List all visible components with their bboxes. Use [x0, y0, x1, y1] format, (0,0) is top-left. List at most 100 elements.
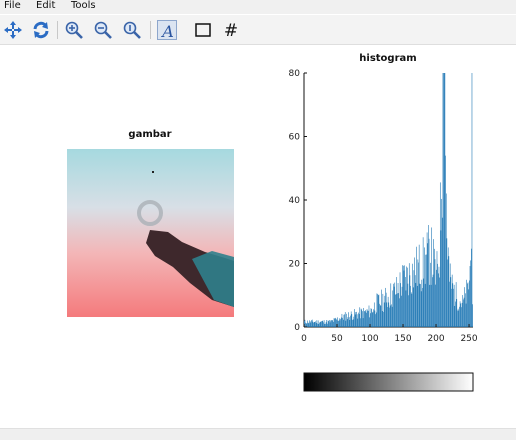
- histogram-bar: [418, 262, 419, 327]
- histogram-bar: [472, 304, 473, 327]
- histogram-bar: [324, 323, 326, 327]
- histogram-bar: [307, 323, 309, 327]
- histogram-bar: [315, 321, 316, 327]
- histogram-bar: [405, 277, 406, 327]
- image-ring: [137, 200, 163, 226]
- histogram-bar: [392, 290, 394, 327]
- pan-button[interactable]: [3, 20, 23, 40]
- histogram-bar: [439, 182, 441, 327]
- histogram-bar: [376, 293, 378, 327]
- menu-file[interactable]: File: [4, 0, 21, 11]
- pan-icon: [4, 21, 22, 39]
- zoom-reset-icon: [123, 21, 141, 39]
- histogram-bar: [323, 322, 324, 327]
- histogram-bar: [358, 314, 360, 327]
- histogram-bar: [304, 319, 306, 327]
- histogram-bar: [305, 323, 307, 327]
- menu-edit[interactable]: Edit: [36, 0, 56, 11]
- histogram-bar: [344, 314, 345, 327]
- text-glyph: A: [160, 22, 174, 41]
- histogram-bar: [349, 319, 351, 327]
- histogram-bar: [348, 312, 349, 327]
- histogram-bar: [422, 287, 423, 327]
- zoom-out-button[interactable]: [93, 20, 113, 40]
- histogram-bar: [352, 319, 354, 327]
- histogram-bar: [342, 319, 344, 327]
- histogram-bar: [311, 319, 313, 327]
- histogram-bar: [329, 322, 331, 327]
- histogram-bar: [438, 273, 439, 327]
- histogram-bar: [401, 286, 403, 327]
- histogram-bar: [370, 308, 372, 327]
- histogram-bar: [381, 289, 382, 327]
- grid-button[interactable]: #: [221, 20, 241, 40]
- menu-tools[interactable]: Tools: [71, 0, 96, 11]
- histogram-bar: [420, 291, 422, 327]
- histogram-bar: [463, 297, 465, 327]
- histogram-bar: [385, 292, 387, 327]
- histogram-bar: [469, 266, 471, 327]
- histogram-bar: [372, 311, 374, 327]
- histogram-bar: [326, 320, 328, 327]
- image-panel[interactable]: [67, 149, 234, 317]
- zoom-reset-button[interactable]: [122, 20, 142, 40]
- histogram-bar: [356, 314, 358, 327]
- histogram-bar: [390, 283, 392, 327]
- rectangle-button[interactable]: [193, 20, 213, 40]
- histogram-bar: [336, 319, 337, 327]
- histogram-bar: [443, 73, 445, 327]
- histogram-bar: [380, 305, 382, 327]
- histogram-bar: [395, 294, 397, 327]
- histogram-bar: [454, 305, 456, 327]
- y-tick-label: 60: [289, 133, 301, 143]
- histogram-bar: [368, 310, 369, 327]
- histogram-bar: [307, 320, 308, 327]
- histogram-bar: [445, 193, 447, 327]
- histogram-bar: [383, 311, 384, 327]
- histogram-bar: [456, 299, 458, 327]
- rotate-button[interactable]: [31, 20, 51, 40]
- histogram-bar: [319, 322, 320, 327]
- histogram-bar: [425, 254, 427, 327]
- histogram-title: histogram: [359, 53, 416, 64]
- histogram-bar: [342, 317, 343, 327]
- histogram-bar: [328, 321, 330, 327]
- histogram-bar: [436, 251, 438, 327]
- histogram-bar: [439, 277, 440, 327]
- zoom-in-button[interactable]: [64, 20, 84, 40]
- histogram-bar: [351, 314, 353, 327]
- histogram-bar: [414, 257, 415, 327]
- histogram-bar: [399, 298, 400, 327]
- histogram-bar: [352, 319, 353, 327]
- histogram-bar: [446, 238, 448, 327]
- histogram-bar: [354, 309, 355, 327]
- histogram-bar: [346, 319, 348, 327]
- histogram-bar: [437, 263, 438, 327]
- histogram-bar: [417, 259, 419, 327]
- histogram-bar: [447, 247, 449, 327]
- image-title: gambar: [128, 129, 171, 140]
- histogram-bar: [404, 265, 405, 327]
- histogram-bar: [445, 155, 446, 327]
- histogram-chart[interactable]: 0 20 40 60 80 0 50 100 150 200 250: [289, 69, 478, 344]
- histogram-bar: [381, 311, 383, 327]
- histogram-bar: [458, 310, 460, 327]
- histogram-bar: [356, 311, 357, 327]
- histogram-bar: [420, 284, 421, 327]
- histogram-bar: [373, 302, 375, 327]
- histogram-bar: [469, 280, 470, 327]
- histogram-bar: [453, 288, 454, 327]
- histogram-bar: [317, 323, 318, 327]
- histogram-bar: [331, 320, 332, 327]
- histogram-bar: [305, 322, 306, 327]
- histogram-bar: [386, 302, 388, 327]
- x-tick-label: 250: [460, 334, 477, 344]
- histogram-bar: [347, 317, 349, 327]
- histogram-bar: [339, 320, 341, 327]
- status-bar: [0, 428, 516, 440]
- text-button[interactable]: A: [157, 20, 177, 41]
- histogram-bar: [360, 318, 361, 327]
- histogram-bar: [354, 314, 356, 327]
- histogram-bar: [373, 309, 374, 327]
- histogram-bar: [379, 304, 381, 327]
